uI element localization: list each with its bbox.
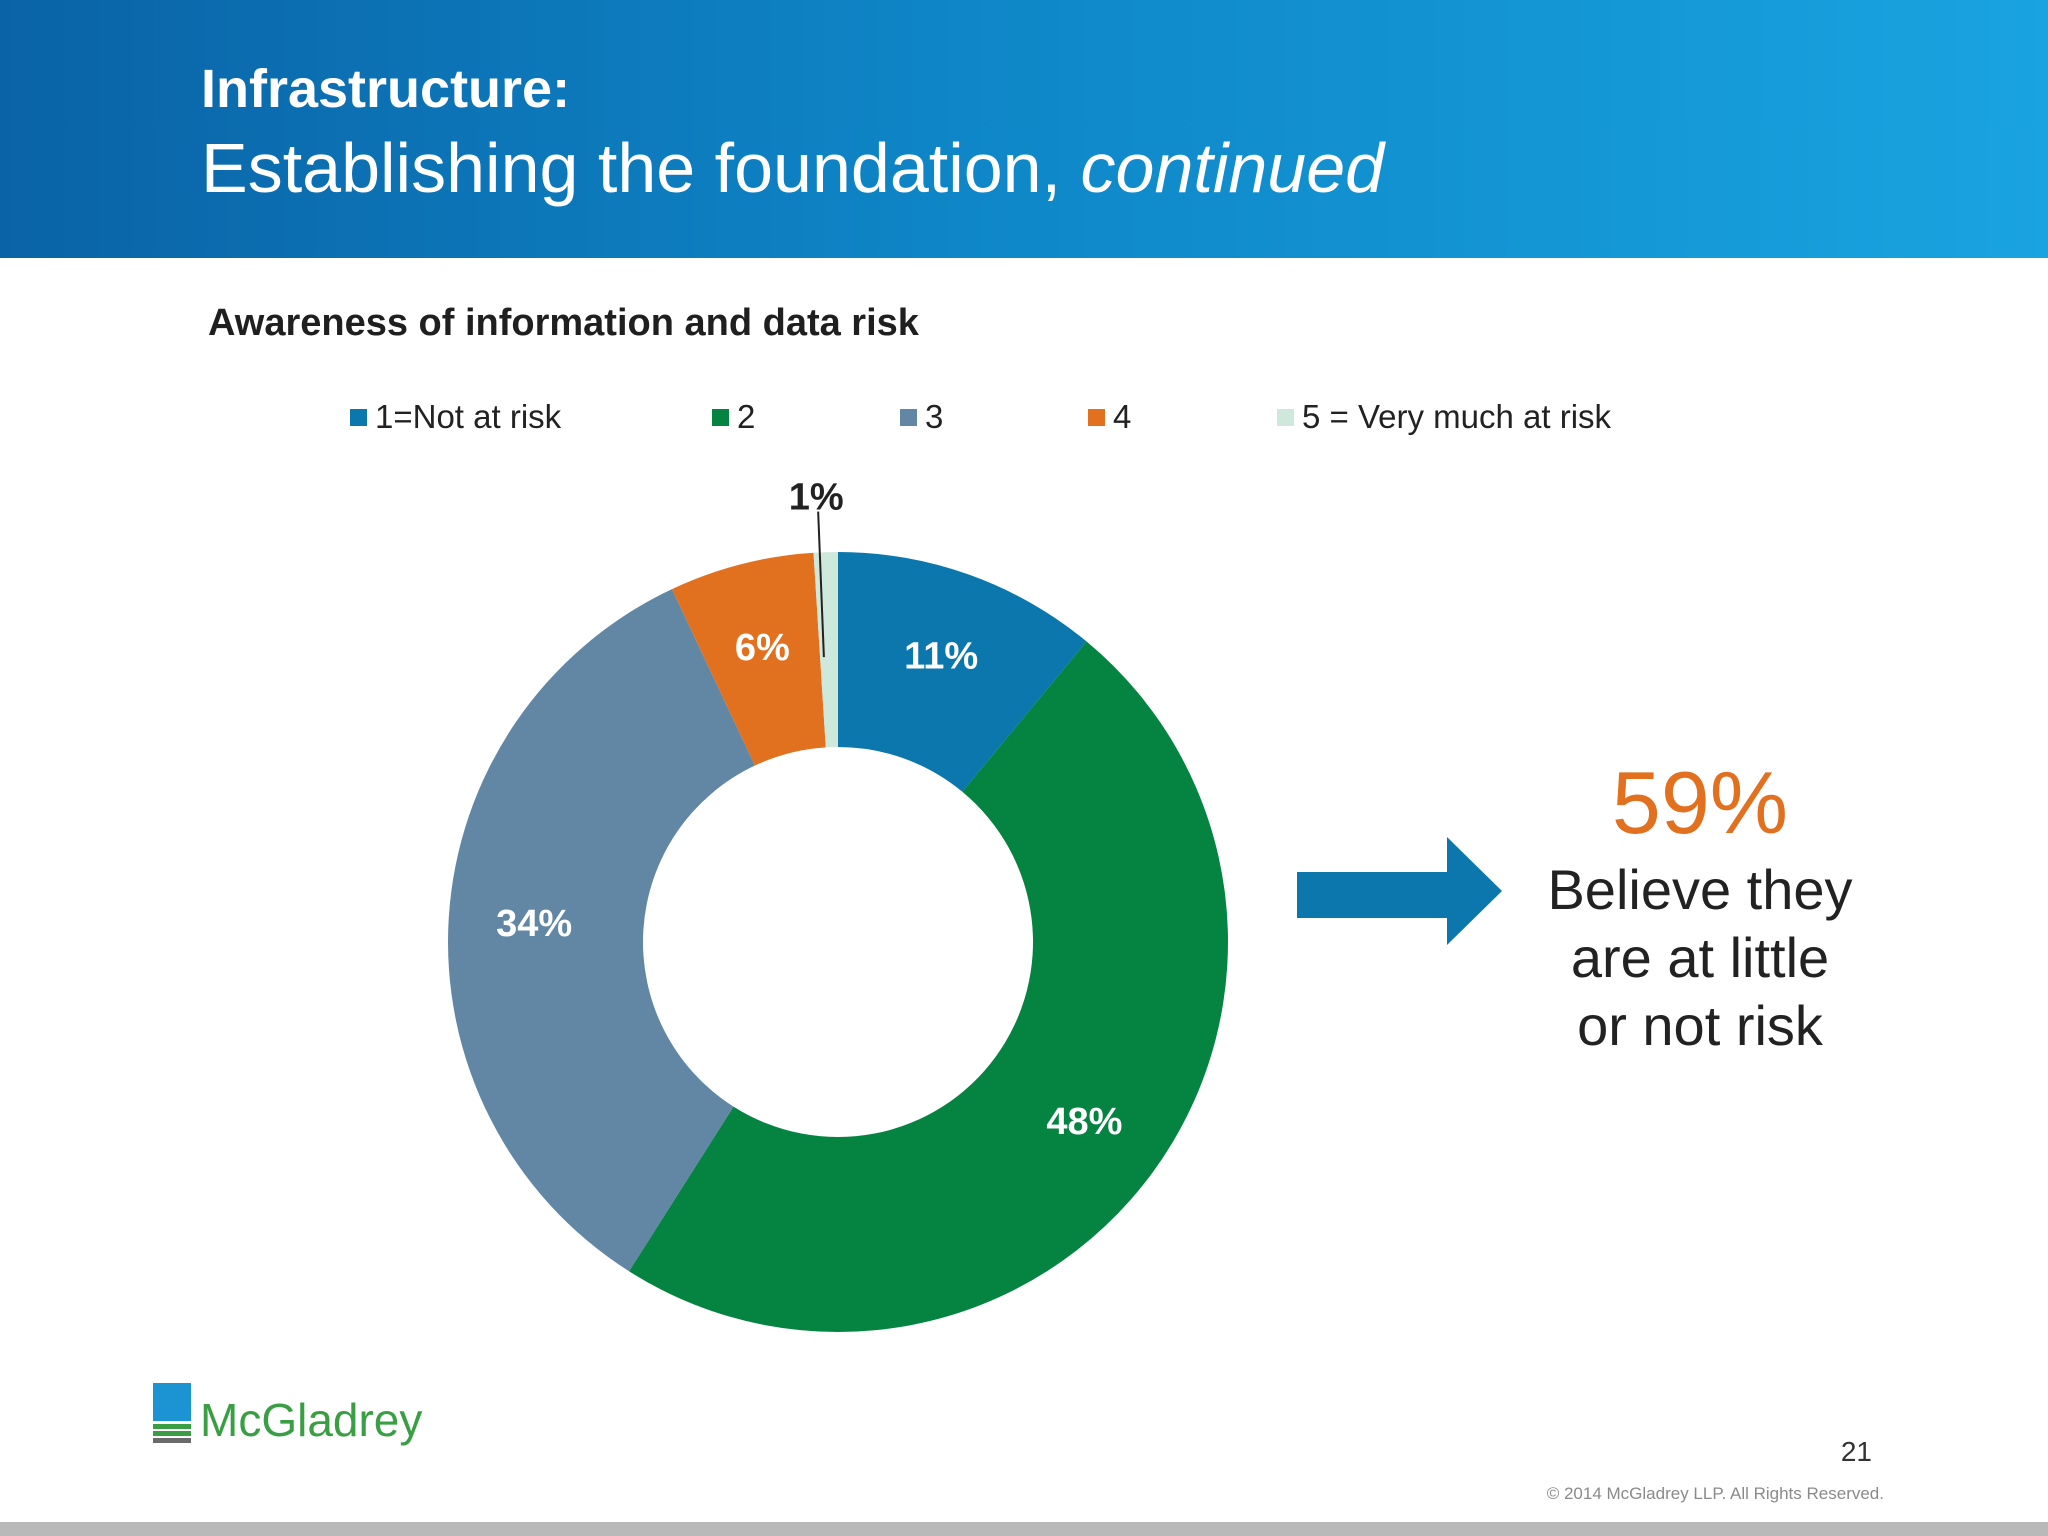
legend-item-3: 3 <box>900 398 943 436</box>
donut-slice-3 <box>448 589 755 1272</box>
legend-swatch-3 <box>900 408 917 426</box>
donut-slice-5 <box>813 552 838 748</box>
legend-label-4: 4 <box>1113 398 1132 435</box>
donut-slice-1 <box>838 552 1087 792</box>
copyright: © 2014 McGladrey LLP. All Rights Reserve… <box>1546 1484 1884 1503</box>
footer-bar <box>0 1522 2048 1536</box>
legend-label-5: 5 = Very much at risk <box>1302 398 1612 435</box>
slice-label-4: 6% <box>735 627 790 669</box>
slice-label-2: 48% <box>1046 1101 1122 1143</box>
legend-item-1: 1=Not at risk <box>350 398 561 436</box>
slice-label-1: 11% <box>904 636 978 678</box>
donut-slice-4 <box>671 552 826 766</box>
logo-text: McGladrey <box>200 1394 423 1446</box>
legend-label-1: 1=Not at risk <box>375 398 562 435</box>
slide-subtitle: Establishing the foundation, continued <box>201 128 1384 208</box>
callout-percent: 59% <box>1611 753 1789 852</box>
legend-item-5: 5 = Very much at risk <box>1277 398 1611 436</box>
arrow-right-icon <box>1297 837 1502 945</box>
legend-swatch-1 <box>350 408 367 426</box>
chart-title: Awareness of information and data risk <box>208 302 919 344</box>
legend-swatch-4 <box>1088 408 1105 426</box>
slide-subtitle-italic: continued <box>1080 129 1385 207</box>
slide-title: Infrastructure: <box>201 59 571 119</box>
slide-header: Infrastructure: Establishing the foundat… <box>0 0 2048 258</box>
slide-subtitle-main: Establishing the foundation, <box>201 129 1081 207</box>
legend-label-3: 3 <box>925 398 944 435</box>
legend-swatch-2 <box>712 408 729 426</box>
legend-swatch-5 <box>1277 408 1294 426</box>
legend-label-2: 2 <box>737 398 756 435</box>
mcgladrey-logo-icon <box>153 1383 191 1443</box>
callout-line-3: or not risk <box>1577 994 1823 1057</box>
page-number: 21 <box>1840 1436 1872 1467</box>
legend-item-2: 2 <box>712 398 755 436</box>
legend-item-4: 4 <box>1088 398 1131 436</box>
callout-line-2: are at little <box>1570 926 1830 989</box>
callout-line-1: Believe they <box>1547 858 1853 921</box>
callout-text: Believe they are at little or not risk <box>1500 856 1900 1060</box>
slice-leader-line-5 <box>817 511 825 658</box>
donut-slice-2 <box>629 641 1228 1332</box>
slice-label-5: 1% <box>789 477 844 519</box>
slice-label-3: 34% <box>496 903 572 945</box>
